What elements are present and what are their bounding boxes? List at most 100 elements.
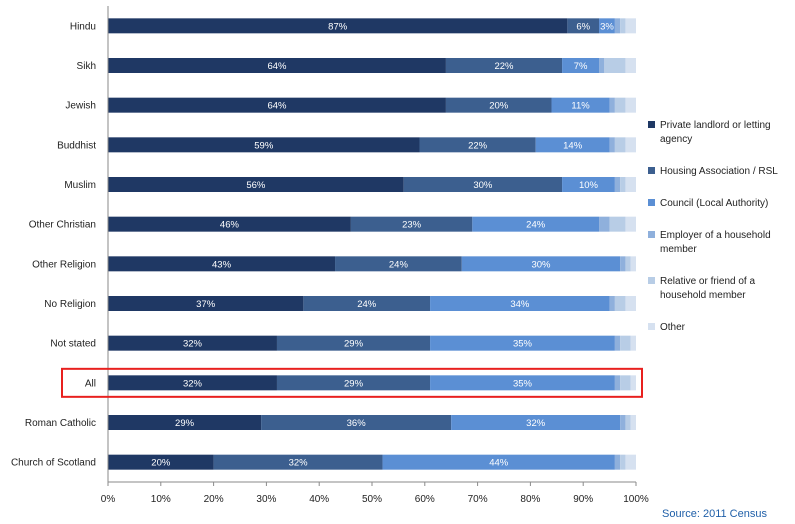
category-label-all: All xyxy=(85,378,96,389)
data-label-roman-catholic-private-landlord-or-letting-agency: 29% xyxy=(175,418,195,429)
category-label-sikh: Sikh xyxy=(77,61,96,72)
bar-hindu-private-landlord-or-letting-agency xyxy=(108,18,568,34)
data-label-roman-catholic-housing-association-rsl: 36% xyxy=(347,418,367,429)
bar-buddhist-employer-of-a-household-member xyxy=(609,137,615,153)
legend-label-council-local-authority: Council (Local Authority) xyxy=(660,198,768,209)
bar-other-religion-private-landlord-or-letting-agency xyxy=(108,256,336,272)
category-label-other-religion: Other Religion xyxy=(32,259,96,270)
category-label-other-christian: Other Christian xyxy=(29,220,96,231)
bar-hindu-relative-or-friend-of-a-household-member xyxy=(620,18,626,34)
bar-jewish-private-landlord-or-letting-agency xyxy=(108,97,446,113)
bar-muslim-private-landlord-or-letting-agency xyxy=(108,177,404,192)
bar-roman-catholic-employer-of-a-household-member xyxy=(620,415,626,430)
legend-label-other: Other xyxy=(660,322,686,333)
bar-roman-catholic-other xyxy=(630,415,636,430)
bar-all-other xyxy=(630,375,636,391)
data-label-other-religion-council-local-authority: 30% xyxy=(531,259,551,270)
legend-label-relative-or-friend-of-a-household-member: Relative or friend of a household member xyxy=(660,276,755,301)
data-label-jewish-housing-association-rsl: 20% xyxy=(489,101,509,112)
x-tick-label: 100% xyxy=(623,494,649,505)
bar-all-employer-of-a-household-member xyxy=(614,375,621,391)
data-label-hindu-housing-association-rsl: 6% xyxy=(576,21,590,32)
category-label-no-religion: No Religion xyxy=(44,299,96,310)
bar-jewish-relative-or-friend-of-a-household-member xyxy=(614,97,626,113)
source-note: Source: 2011 Census xyxy=(662,508,767,520)
bar-buddhist-other xyxy=(625,137,636,153)
data-label-jewish-council-local-authority: 11% xyxy=(571,101,590,112)
bar-other-christian-housing-association-rsl xyxy=(350,216,473,232)
category-label-church-of-scotland: Church of Scotland xyxy=(11,458,96,469)
bar-hindu-housing-association-rsl xyxy=(567,18,600,34)
bar-not-stated-council-local-authority xyxy=(430,335,615,351)
legend-swatch-private-landlord-or-letting-agency xyxy=(648,121,655,128)
data-label-church-of-scotland-housing-association-rsl: 32% xyxy=(289,458,309,469)
bar-muslim-relative-or-friend-of-a-household-member xyxy=(620,177,626,192)
highlight-box-all xyxy=(61,367,643,398)
bar-jewish-housing-association-rsl xyxy=(445,97,552,113)
bar-roman-catholic-council-local-authority xyxy=(451,415,621,430)
bar-hindu-other xyxy=(625,18,636,34)
legend-swatch-housing-association-rsl xyxy=(648,167,655,174)
data-label-not-stated-private-landlord-or-letting-agency: 32% xyxy=(183,339,203,350)
data-label-other-religion-private-landlord-or-letting-agency: 43% xyxy=(212,259,232,270)
bar-no-religion-private-landlord-or-letting-agency xyxy=(108,296,304,311)
bar-muslim-council-local-authority xyxy=(562,177,615,192)
bar-church-of-scotland-other xyxy=(625,454,636,470)
bar-buddhist-housing-association-rsl xyxy=(419,137,536,153)
data-label-sikh-housing-association-rsl: 22% xyxy=(494,61,514,72)
data-label-muslim-council-local-authority: 10% xyxy=(579,180,599,191)
category-label-jewish: Jewish xyxy=(65,101,96,112)
data-label-hindu-private-landlord-or-letting-agency: 87% xyxy=(328,21,348,32)
bar-sikh-other xyxy=(625,58,636,73)
bar-church-of-scotland-housing-association-rsl xyxy=(213,454,383,470)
bars-group: 87% 6% 3% 64% 22% 7% 64% 20% 11% 59% 22% 14% 56% 30% 1… xyxy=(108,18,636,470)
bar-all-relative-or-friend-of-a-household-member xyxy=(620,375,631,391)
bar-church-of-scotland-private-landlord-or-letting-agency xyxy=(108,454,214,470)
bar-jewish-employer-of-a-household-member xyxy=(609,97,615,113)
data-label-other-christian-housing-association-rsl: 23% xyxy=(402,220,422,231)
bar-no-religion-housing-association-rsl xyxy=(303,296,431,311)
bar-jewish-council-local-authority xyxy=(551,97,610,113)
data-label-all-council-local-authority: 35% xyxy=(513,378,533,389)
data-label-buddhist-private-landlord-or-letting-agency: 59% xyxy=(254,140,274,151)
data-label-church-of-scotland-private-landlord-or-letting-agency: 20% xyxy=(151,458,171,469)
bar-all-private-landlord-or-letting-agency xyxy=(108,375,277,391)
data-label-no-religion-housing-association-rsl: 24% xyxy=(357,299,377,310)
bar-other-religion-other xyxy=(630,256,636,272)
bar-not-stated-relative-or-friend-of-a-household-member xyxy=(620,335,631,351)
legend: Private landlord or letting agency Housing… xyxy=(648,120,778,333)
category-label-hindu: Hindu xyxy=(70,21,96,32)
data-label-muslim-private-landlord-or-letting-agency: 56% xyxy=(246,180,266,191)
data-label-no-religion-private-landlord-or-letting-agency: 37% xyxy=(196,299,216,310)
data-label-not-stated-council-local-authority: 35% xyxy=(513,339,533,350)
bar-no-religion-council-local-authority xyxy=(430,296,610,311)
category-label-muslim: Muslim xyxy=(64,180,96,191)
data-label-not-stated-housing-association-rsl: 29% xyxy=(344,339,364,350)
legend-label-housing-association-rsl: Housing Association / RSL xyxy=(660,166,778,177)
bar-roman-catholic-private-landlord-or-letting-agency xyxy=(108,415,262,430)
bar-roman-catholic-housing-association-rsl xyxy=(261,415,452,430)
bar-not-stated-employer-of-a-household-member xyxy=(614,335,621,351)
bar-no-religion-employer-of-a-household-member xyxy=(609,296,615,311)
x-tick-label: 20% xyxy=(204,494,224,505)
data-label-sikh-private-landlord-or-letting-agency: 64% xyxy=(267,61,287,72)
category-label-roman-catholic: Roman Catholic xyxy=(25,418,96,429)
data-label-sikh-council-local-authority: 7% xyxy=(574,61,588,72)
bar-sikh-private-landlord-or-letting-agency xyxy=(108,58,446,73)
bar-all-council-local-authority xyxy=(430,375,615,391)
category-label-buddhist: Buddhist xyxy=(57,140,96,151)
data-label-other-christian-council-local-authority: 24% xyxy=(526,220,546,231)
data-label-all-private-landlord-or-letting-agency: 32% xyxy=(183,378,203,389)
bar-sikh-employer-of-a-household-member xyxy=(599,58,605,73)
bar-other-christian-other xyxy=(625,216,636,232)
data-label-jewish-private-landlord-or-letting-agency: 64% xyxy=(267,101,287,112)
bar-other-religion-relative-or-friend-of-a-household-member xyxy=(625,256,631,272)
bar-no-religion-other xyxy=(625,296,636,311)
x-tick-label: 50% xyxy=(362,494,382,505)
x-tick-label: 90% xyxy=(573,494,593,505)
data-label-other-christian-private-landlord-or-letting-agency: 46% xyxy=(220,220,240,231)
bar-buddhist-relative-or-friend-of-a-household-member xyxy=(614,137,626,153)
bar-not-stated-other xyxy=(630,335,636,351)
bar-other-christian-relative-or-friend-of-a-household-member xyxy=(609,216,626,232)
bar-sikh-council-local-authority xyxy=(562,58,600,73)
